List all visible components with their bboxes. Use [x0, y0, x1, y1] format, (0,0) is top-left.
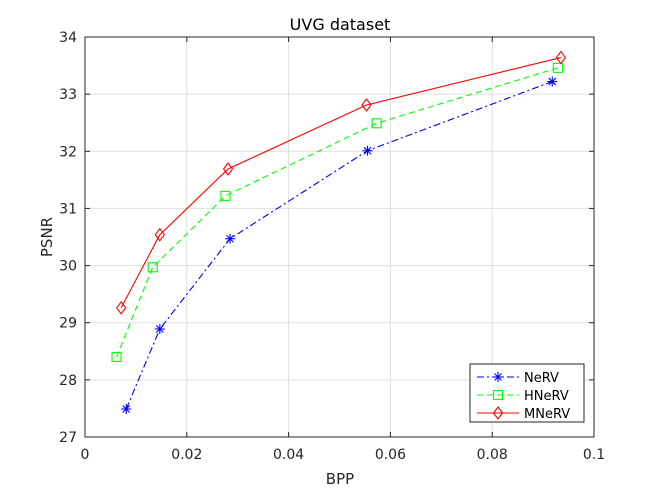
series-nerv-point [547, 76, 558, 87]
series-nerv-point [362, 145, 373, 156]
series-line-mnerv [120, 57, 562, 309]
y-tick-label: 33 [59, 87, 77, 103]
legend-item-mnerv: MNeRV [477, 406, 570, 422]
legend-mnerv-point [492, 406, 504, 420]
series-mnerv-point [115, 300, 127, 315]
series-hnerv-point [220, 190, 231, 201]
y-tick-label: 27 [59, 430, 77, 446]
plot-area-frame [84, 36, 595, 438]
y-tick-label: 34 [59, 30, 77, 46]
series-line-nerv [125, 81, 553, 410]
series-nerv [121, 76, 558, 414]
series-mnerv-point [555, 50, 567, 65]
chart-title: UVG dataset [290, 15, 391, 34]
y-tick-labels: 27 28 29 30 31 32 33 34 [59, 30, 594, 446]
x-tick-label: 0 [81, 447, 90, 463]
x-tick-label: 0.04 [273, 447, 304, 463]
series-mnerv [115, 50, 567, 315]
legend-item-hnerv: HNeRV [477, 389, 569, 404]
legend-hnerv-point [492, 389, 504, 401]
series-mnerv-point [154, 227, 166, 242]
series-hnerv [111, 62, 563, 363]
legend-label-hnerv: HNeRV [524, 389, 569, 404]
x-tick-label: 0.1 [583, 447, 605, 463]
y-tick-label: 30 [59, 259, 77, 275]
legend-item-nerv: NeRV [477, 371, 559, 386]
legend-label-mnerv: MNeRV [524, 407, 570, 422]
series-nerv-point [121, 404, 132, 414]
legend-label-nerv: NeRV [524, 371, 559, 386]
series-nerv-point [225, 233, 236, 244]
series-mnerv-point [222, 162, 234, 176]
x-tick-label: 0.06 [375, 447, 406, 463]
x-tick-label: 0.08 [477, 447, 508, 463]
x-tick-labels: 0 0.02 0.04 0.06 0.08 0.1 [81, 37, 605, 463]
legend-box [469, 363, 585, 423]
y-tick-label: 29 [59, 316, 77, 332]
series-hnerv-point [111, 351, 122, 363]
series-hnerv-point [371, 118, 382, 129]
y-tick-label: 31 [59, 201, 77, 217]
y-tick-label: 32 [59, 144, 77, 160]
legend-nerv-point [493, 372, 503, 382]
x-axis-label: BPP [326, 470, 354, 488]
legend: NeRV HNeRV MNeRV [469, 363, 585, 423]
series-nerv-point [154, 324, 165, 334]
y-tick-label: 28 [59, 373, 77, 389]
series-mnerv-point [361, 98, 372, 112]
series-hnerv-point [147, 262, 158, 273]
series-line-hnerv [116, 67, 559, 358]
x-tick-label: 0.02 [171, 447, 202, 463]
series-hnerv-point [552, 62, 563, 73]
y-axis-label: PSNR [38, 217, 56, 257]
series-layer [111, 50, 567, 414]
